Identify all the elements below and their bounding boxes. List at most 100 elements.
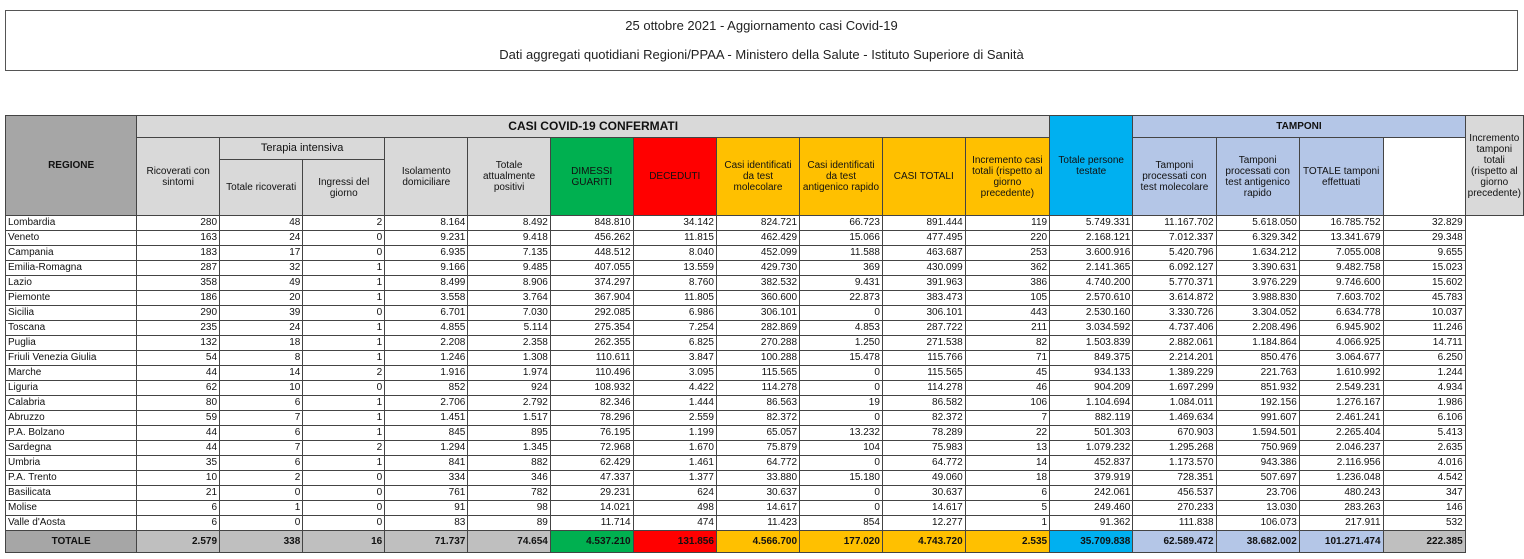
cell-tamponi-molecolare: 1.295.268 [1132, 440, 1217, 456]
cell-tamponi-molecolare: 1.697.299 [1132, 380, 1217, 396]
cell-deceduti: 8.040 [632, 245, 717, 261]
cell-dimessi: 29.231 [549, 485, 634, 501]
cell-incremento-tamponi: 15.602 [1382, 275, 1466, 291]
cell-incremento-casi: 14 [964, 455, 1051, 471]
cell-deceduti: 498 [632, 500, 717, 516]
total-ti-ingressi: 16 [302, 530, 386, 553]
table-row: P.A. Bolzano 44 6 1 845 895 76.195 1.199 65.057 1… [4, 425, 1524, 441]
cell-persone-testate: 2.570.610 [1049, 290, 1134, 306]
cell-positivi: 924 [467, 380, 551, 396]
cell-dimessi: 448.512 [549, 245, 634, 261]
cell-positivi: 98 [467, 500, 551, 516]
cell-tamponi-totale: 283.263 [1298, 500, 1384, 516]
cell-persone-testate: 934.133 [1049, 365, 1134, 381]
cell-regione: Liguria [4, 380, 138, 396]
cell-casi-totali: 115.565 [881, 365, 966, 381]
cell-dimessi: 367.904 [549, 290, 634, 306]
cell-ti-ingressi: 2 [302, 365, 386, 381]
cell-regione: Abruzzo [4, 410, 138, 426]
cell-tamponi-totale: 2.046.237 [1298, 440, 1384, 456]
cell-positivi: 1.345 [467, 440, 551, 456]
cell-tamponi-antigenico: 23.706 [1215, 485, 1300, 501]
cell-ti-totale: 10 [219, 380, 304, 396]
table-row: Calabria 80 6 1 2.706 2.792 82.346 1.444 86.563 1… [4, 395, 1524, 411]
cell-ti-ingressi: 0 [302, 470, 386, 486]
table-row: P.A. Trento 10 2 0 334 346 47.337 1.377 33.880 15… [4, 470, 1524, 486]
cell-molecolare: 11.423 [715, 515, 801, 531]
cell-tamponi-antigenico: 3.390.631 [1215, 260, 1300, 276]
cell-tamponi-molecolare: 4.737.406 [1132, 320, 1217, 336]
cell-molecolare: 82.372 [715, 410, 801, 426]
cell-molecolare: 452.099 [715, 245, 801, 261]
cell-ti-totale: 39 [219, 305, 304, 321]
cell-isolamento: 1.451 [384, 410, 469, 426]
cell-regione: P.A. Trento [4, 470, 138, 486]
header-tamponi: TAMPONI [1132, 115, 1466, 138]
cell-ti-ingressi: 1 [302, 275, 386, 291]
cell-incremento-casi: 106 [964, 395, 1051, 411]
cell-incremento-tamponi: 32.829 [1382, 215, 1466, 231]
cell-isolamento: 9.166 [384, 260, 469, 276]
cell-molecolare: 30.637 [715, 485, 801, 501]
cell-tamponi-molecolare: 670.903 [1132, 425, 1217, 441]
cell-persone-testate: 1.104.694 [1049, 395, 1134, 411]
table-row: Sicilia 290 39 0 6.701 7.030 292.085 6.986 306.1… [4, 305, 1524, 321]
cell-ti-ingressi: 1 [302, 320, 386, 336]
cell-incremento-tamponi: 6.106 [1382, 410, 1466, 426]
cell-regione: Veneto [4, 230, 138, 246]
cell-isolamento: 1.916 [384, 365, 469, 381]
table-row: Molise 6 1 0 91 98 14.021 498 14.617 0 14.617 5 249.… [4, 500, 1524, 516]
cell-ti-totale: 1 [219, 500, 304, 516]
cell-dimessi: 110.611 [549, 350, 634, 366]
cell-deceduti: 2.559 [632, 410, 717, 426]
cell-ti-ingressi: 2 [302, 215, 386, 231]
cell-antigenico: 11.588 [799, 245, 883, 261]
cell-deceduti: 1.377 [632, 470, 717, 486]
cell-tamponi-totale: 9.746.600 [1298, 275, 1384, 291]
cell-antigenico: 0 [799, 485, 883, 501]
cell-ricoverati: 44 [136, 425, 221, 441]
cell-casi-totali: 430.099 [881, 260, 966, 276]
cell-ricoverati: 62 [136, 380, 221, 396]
cell-tamponi-molecolare: 456.537 [1132, 485, 1217, 501]
cell-persone-testate: 452.837 [1049, 455, 1134, 471]
cell-persone-testate: 2.530.160 [1049, 305, 1134, 321]
total-isolamento: 71.737 [384, 530, 469, 553]
cell-regione: Sardegna [4, 440, 138, 456]
report-title: 25 ottobre 2021 - Aggiornamento casi Cov… [625, 18, 898, 33]
report-title-box: 25 ottobre 2021 - Aggiornamento casi Cov… [5, 10, 1518, 71]
cell-dimessi: 262.355 [549, 335, 634, 351]
table-row: Liguria 62 10 0 852 924 108.932 4.422 114.278 0 11… [4, 380, 1524, 396]
total-casi-totali: 4.743.720 [881, 530, 966, 553]
cell-deceduti: 34.142 [632, 215, 717, 231]
cell-tamponi-molecolare: 1.389.229 [1132, 365, 1217, 381]
cell-isolamento: 8.499 [384, 275, 469, 291]
cell-incremento-tamponi: 14.711 [1382, 335, 1466, 351]
cell-casi-totali: 82.372 [881, 410, 966, 426]
cell-tamponi-molecolare: 270.233 [1132, 500, 1217, 516]
cell-deceduti: 3.847 [632, 350, 717, 366]
cell-tamponi-molecolare: 5.420.796 [1132, 245, 1217, 261]
cell-incremento-tamponi: 2.635 [1382, 440, 1466, 456]
header-ti-ingressi: Ingressi del giorno [302, 159, 386, 216]
cell-dimessi: 72.968 [549, 440, 634, 456]
cell-ti-ingressi: 0 [302, 515, 386, 531]
cell-persone-testate: 501.303 [1049, 425, 1134, 441]
cell-antigenico: 0 [799, 305, 883, 321]
cell-isolamento: 841 [384, 455, 469, 471]
cell-dimessi: 11.714 [549, 515, 634, 531]
total-positivi: 74.654 [467, 530, 551, 553]
cell-incremento-casi: 253 [964, 245, 1051, 261]
cell-dimessi: 82.346 [549, 395, 634, 411]
table-row: Puglia 132 18 1 2.208 2.358 262.355 6.825 270.28… [4, 335, 1524, 351]
cell-antigenico: 0 [799, 455, 883, 471]
cell-tamponi-molecolare: 6.092.127 [1132, 260, 1217, 276]
table-row: Piemonte 186 20 1 3.558 3.764 367.904 11.805 360… [4, 290, 1524, 306]
cell-ti-totale: 6 [219, 455, 304, 471]
cell-ricoverati: 6 [136, 500, 221, 516]
cell-tamponi-molecolare: 3.614.872 [1132, 290, 1217, 306]
cell-incremento-tamponi: 11.246 [1382, 320, 1466, 336]
table-row: Sardegna 44 7 2 1.294 1.345 72.968 1.670 75.879 1… [4, 440, 1524, 456]
cell-dimessi: 374.297 [549, 275, 634, 291]
cell-molecolare: 270.288 [715, 335, 801, 351]
